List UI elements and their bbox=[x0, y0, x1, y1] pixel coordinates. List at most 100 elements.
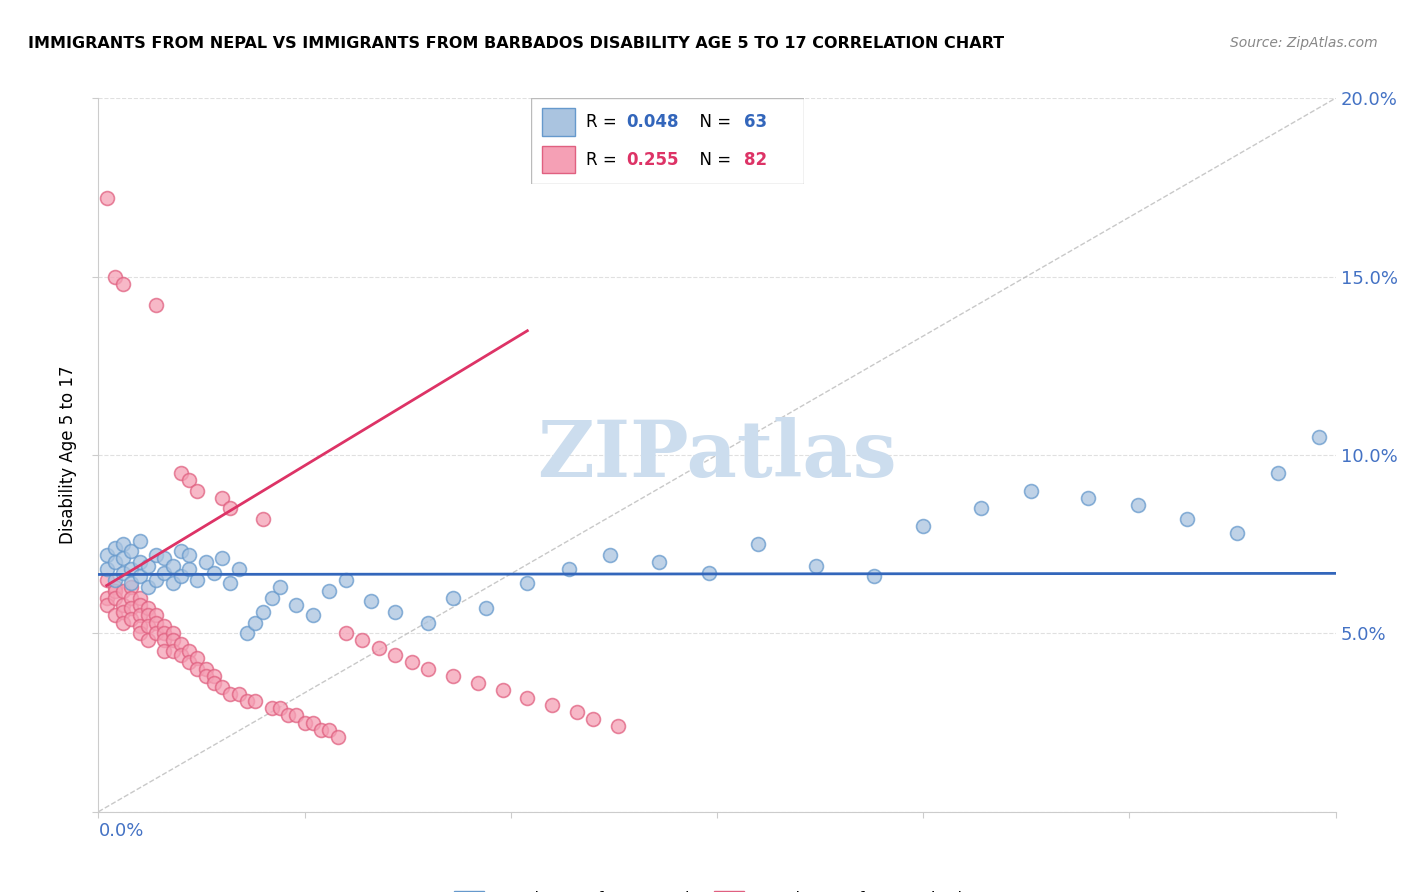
Point bbox=[179, 644, 201, 658]
Text: R =: R = bbox=[586, 151, 621, 169]
Text: 0.048: 0.048 bbox=[627, 113, 679, 131]
Point bbox=[162, 558, 184, 573]
Point bbox=[153, 633, 176, 648]
Point bbox=[145, 615, 167, 630]
Point bbox=[104, 269, 127, 284]
Point bbox=[326, 730, 349, 744]
Point bbox=[128, 555, 150, 569]
Point bbox=[145, 626, 167, 640]
Point bbox=[162, 626, 184, 640]
Point bbox=[112, 615, 135, 630]
Point bbox=[582, 712, 605, 726]
Text: 63: 63 bbox=[744, 113, 766, 131]
Point bbox=[202, 676, 225, 690]
Point bbox=[401, 655, 423, 669]
Point bbox=[128, 598, 150, 612]
Point bbox=[211, 551, 233, 566]
Point bbox=[1267, 466, 1289, 480]
Point bbox=[384, 648, 406, 662]
Point bbox=[120, 544, 142, 558]
Text: N =: N = bbox=[689, 113, 737, 131]
Point bbox=[170, 569, 193, 583]
Point bbox=[269, 701, 291, 715]
Point bbox=[302, 715, 325, 730]
Point bbox=[599, 548, 621, 562]
Point bbox=[236, 694, 259, 708]
Point bbox=[128, 619, 150, 633]
Point bbox=[136, 619, 159, 633]
Point bbox=[120, 612, 142, 626]
Point bbox=[186, 573, 208, 587]
Point bbox=[170, 648, 193, 662]
Point bbox=[153, 619, 176, 633]
Point bbox=[128, 591, 150, 605]
Point bbox=[179, 562, 201, 576]
Text: Source: ZipAtlas.com: Source: ZipAtlas.com bbox=[1230, 36, 1378, 50]
Point bbox=[202, 566, 225, 580]
Point bbox=[145, 548, 167, 562]
Point bbox=[96, 548, 118, 562]
Text: ZIPatlas: ZIPatlas bbox=[537, 417, 897, 493]
Point bbox=[136, 601, 159, 615]
Point bbox=[219, 576, 242, 591]
Point bbox=[112, 551, 135, 566]
Point bbox=[104, 555, 127, 569]
Point bbox=[607, 719, 630, 733]
Point bbox=[516, 576, 538, 591]
Point bbox=[179, 655, 201, 669]
Point bbox=[557, 562, 579, 576]
Text: R =: R = bbox=[586, 113, 621, 131]
Point bbox=[186, 662, 208, 676]
Point bbox=[1126, 498, 1149, 512]
Point bbox=[162, 633, 184, 648]
Text: 82: 82 bbox=[744, 151, 766, 169]
FancyBboxPatch shape bbox=[531, 98, 804, 184]
Point bbox=[219, 687, 242, 701]
Point bbox=[516, 690, 538, 705]
Point bbox=[277, 708, 299, 723]
Point bbox=[112, 537, 135, 551]
Point bbox=[112, 605, 135, 619]
Point bbox=[260, 591, 283, 605]
Point bbox=[318, 723, 340, 737]
Text: IMMIGRANTS FROM NEPAL VS IMMIGRANTS FROM BARBADOS DISABILITY AGE 5 TO 17 CORRELA: IMMIGRANTS FROM NEPAL VS IMMIGRANTS FROM… bbox=[28, 36, 1004, 51]
Point bbox=[153, 566, 176, 580]
Point bbox=[1308, 430, 1330, 444]
Point bbox=[1019, 483, 1042, 498]
Point bbox=[170, 637, 193, 651]
Point bbox=[302, 608, 325, 623]
Point bbox=[104, 583, 127, 598]
Point bbox=[418, 662, 440, 676]
Point bbox=[136, 608, 159, 623]
Point bbox=[96, 191, 118, 205]
Point bbox=[697, 566, 720, 580]
Point bbox=[335, 626, 357, 640]
Point bbox=[804, 558, 827, 573]
Point bbox=[104, 608, 127, 623]
Point bbox=[285, 708, 308, 723]
Point bbox=[104, 580, 127, 594]
Point bbox=[747, 537, 769, 551]
Point bbox=[96, 573, 118, 587]
Point bbox=[252, 605, 274, 619]
Point bbox=[565, 705, 588, 719]
Point bbox=[120, 591, 142, 605]
Point bbox=[228, 687, 250, 701]
Point bbox=[467, 676, 489, 690]
Point bbox=[219, 501, 242, 516]
Text: N =: N = bbox=[689, 151, 737, 169]
Point bbox=[128, 569, 150, 583]
Point bbox=[648, 555, 671, 569]
Point bbox=[96, 598, 118, 612]
Point bbox=[153, 644, 176, 658]
Point bbox=[194, 555, 217, 569]
Point bbox=[170, 466, 193, 480]
Point bbox=[153, 626, 176, 640]
Point bbox=[309, 723, 332, 737]
Point bbox=[186, 651, 208, 665]
Point bbox=[1226, 526, 1249, 541]
Point bbox=[136, 580, 159, 594]
Point bbox=[335, 573, 357, 587]
Point bbox=[120, 580, 142, 594]
Point bbox=[285, 598, 308, 612]
